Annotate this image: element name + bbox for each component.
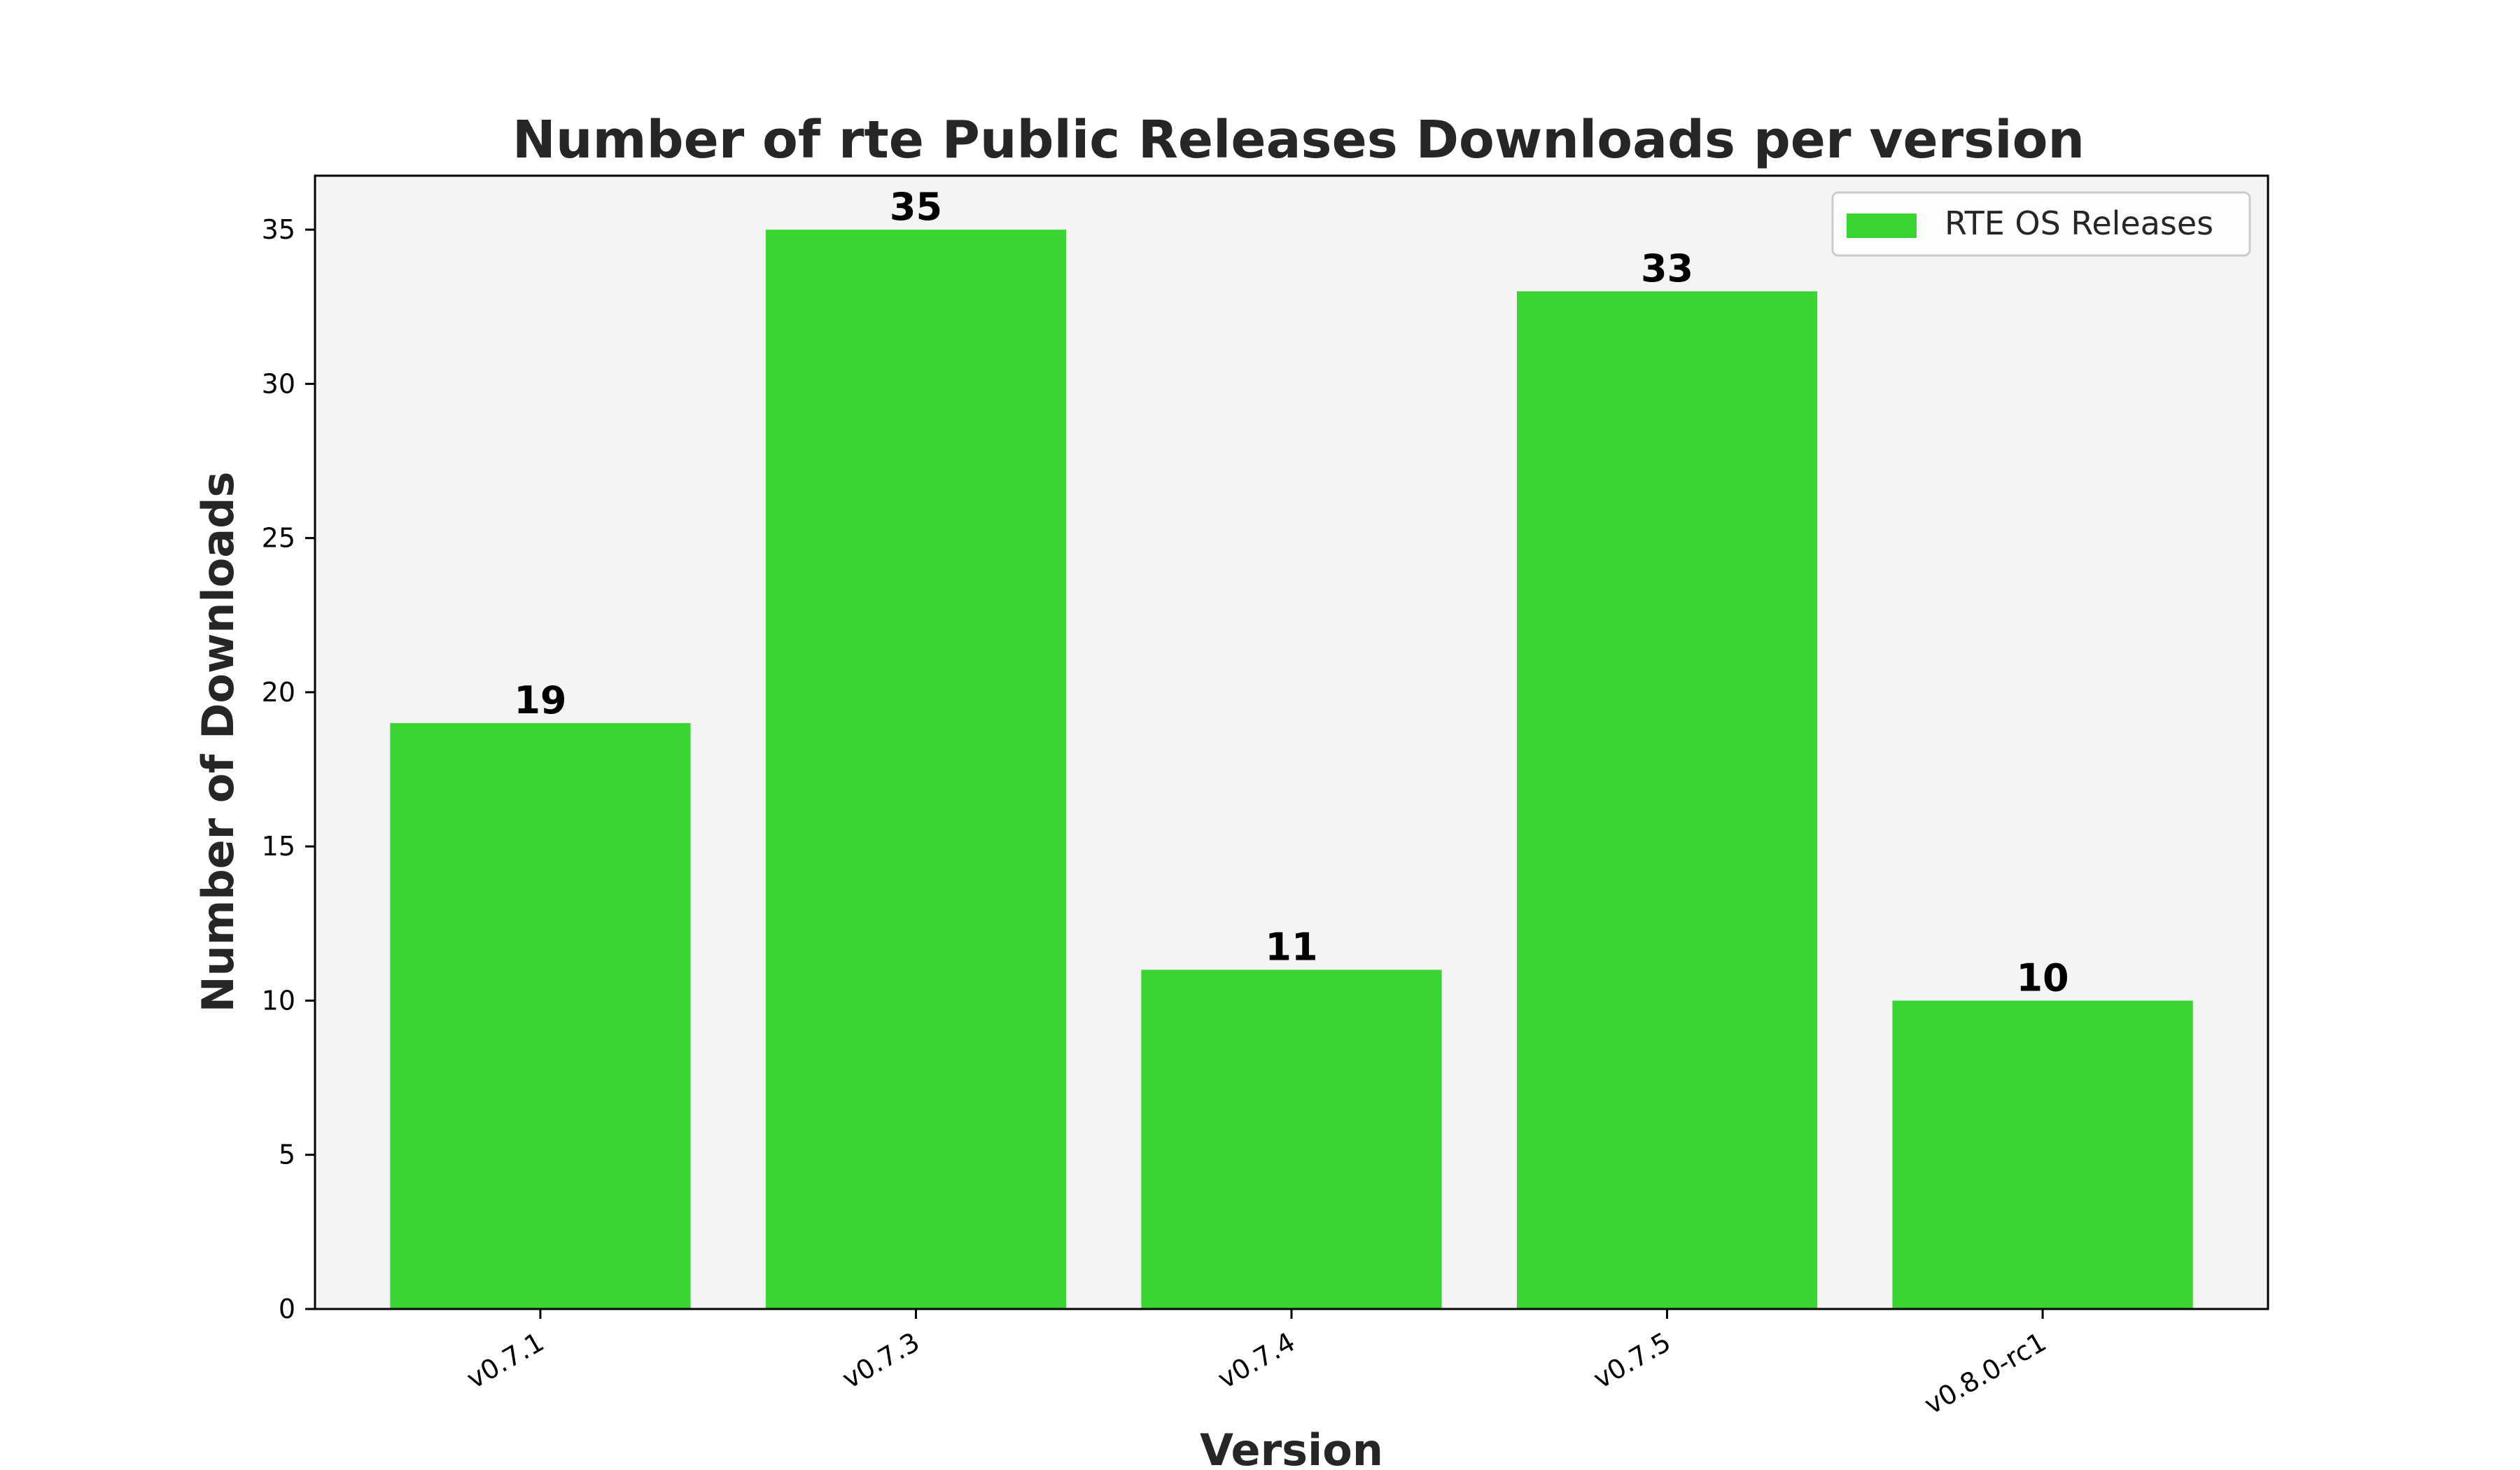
legend-entry-rte-os-releases: RTE OS Releases bbox=[1945, 204, 2213, 242]
y-tick-label: 25 bbox=[262, 523, 295, 554]
legend-swatch bbox=[1847, 214, 1917, 238]
data-label-v0-7-4: 11 bbox=[1265, 925, 1317, 969]
data-label-v0-7-3: 35 bbox=[890, 185, 942, 229]
y-tick-label: 0 bbox=[279, 1294, 295, 1324]
value-labels: 19 35 11 33 10 bbox=[514, 185, 2068, 1000]
legend-frame bbox=[1831, 191, 2251, 257]
y-tick-label: 20 bbox=[262, 677, 295, 708]
legend: RTE OS Releases bbox=[1831, 191, 2251, 257]
x-tick-label-v0-7-5: v0.7.5 bbox=[1588, 1326, 1676, 1395]
data-label-v0-7-1: 19 bbox=[514, 678, 566, 722]
y-tick-label: 5 bbox=[279, 1140, 295, 1170]
bar-v0-7-1 bbox=[390, 722, 691, 1309]
data-label-v0-7-5: 33 bbox=[1641, 246, 1693, 290]
y-tick-label: 10 bbox=[262, 985, 295, 1016]
bar-v0-8-0-rc1 bbox=[1892, 1000, 2193, 1309]
chart-title: Number of rte Public Releases Downloads … bbox=[512, 110, 2085, 170]
x-tick-label-v0-7-4: v0.7.4 bbox=[1212, 1326, 1300, 1395]
bar-v0-7-3 bbox=[765, 230, 1067, 1310]
y-axis-label: Number of Downloads bbox=[192, 472, 244, 1013]
x-axis-label: Version bbox=[1200, 1424, 1383, 1470]
x-tick-label-v0-7-1: v0.7.1 bbox=[461, 1326, 549, 1395]
y-axis: 0 5 10 15 20 25 30 35 bbox=[262, 214, 315, 1324]
x-tick-label-v0-7-3: v0.7.3 bbox=[837, 1326, 925, 1395]
x-axis: v0.7.1 v0.7.3 v0.7.4 v0.7.5 v0.8.0-rc1 bbox=[461, 1309, 2052, 1420]
y-tick-label: 30 bbox=[262, 368, 295, 399]
y-tick-label: 15 bbox=[262, 831, 295, 862]
x-tick-label-v0-8-0-rc1: v0.8.0-rc1 bbox=[1919, 1326, 2052, 1420]
bar-v0-7-5 bbox=[1516, 291, 1818, 1309]
bars bbox=[390, 230, 2193, 1310]
data-label-v0-8-0-rc1: 10 bbox=[2016, 955, 2068, 1000]
bar-v0-7-4 bbox=[1141, 969, 1442, 1309]
y-tick-label: 35 bbox=[262, 214, 295, 245]
